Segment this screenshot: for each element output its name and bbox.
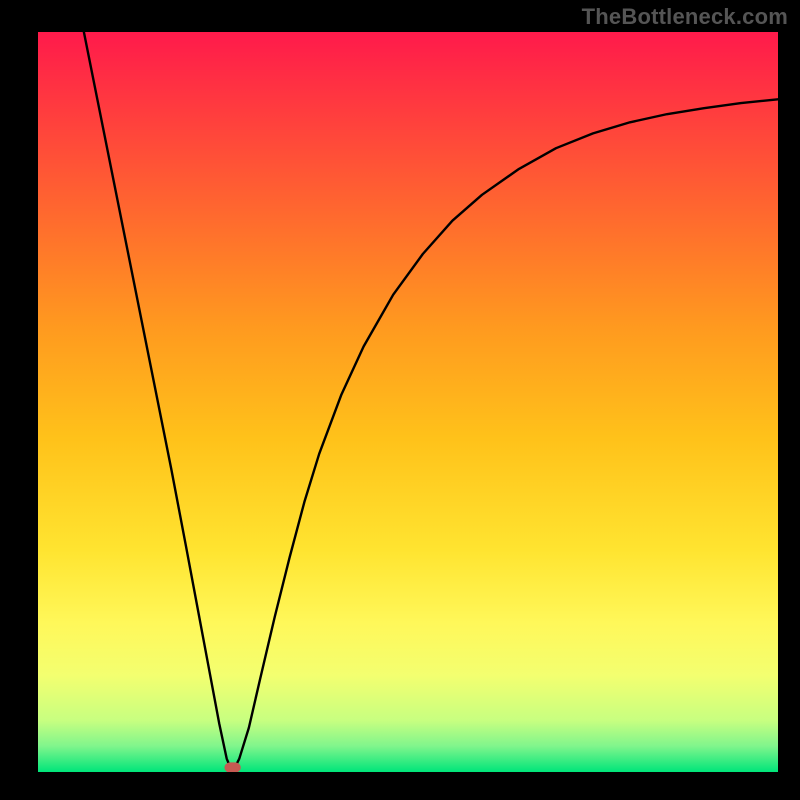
chart-stage: TheBottleneck.com [0,0,800,800]
watermark-label: TheBottleneck.com [582,4,788,30]
plot-svg [38,32,778,772]
optimum-marker [224,762,240,772]
plot-background [38,32,778,772]
plot-area [38,32,778,772]
